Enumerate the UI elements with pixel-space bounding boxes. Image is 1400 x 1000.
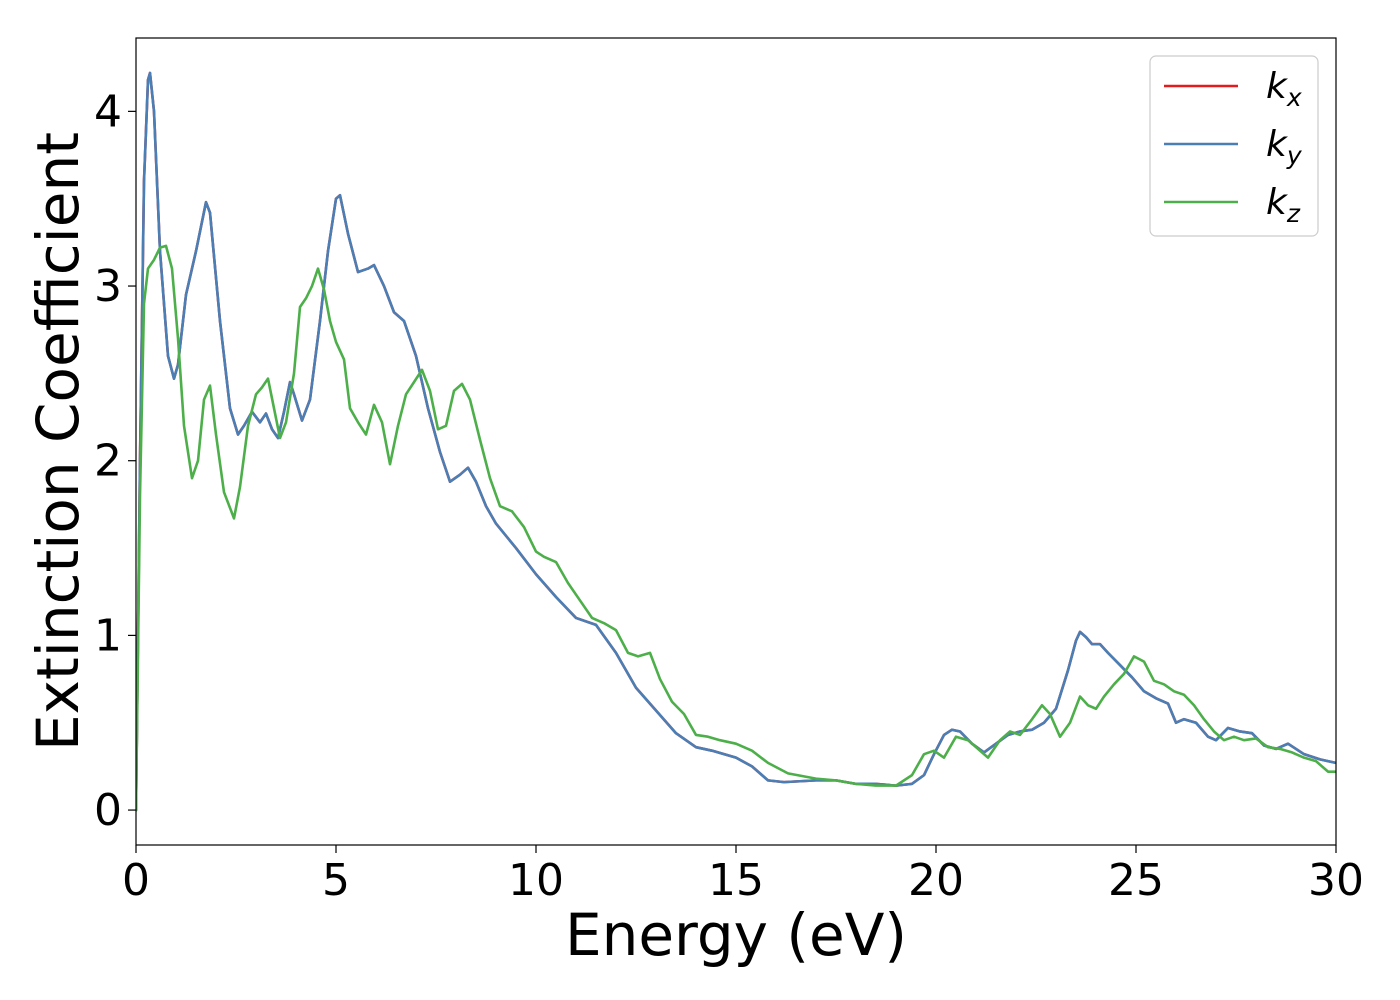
- x-tick-label: 30: [1308, 855, 1364, 906]
- x-tick-label: 0: [122, 855, 150, 906]
- legend-label-subscript: z: [1286, 199, 1301, 228]
- legend-label-subscript: y: [1286, 141, 1303, 170]
- y-axis: 0 1 2 3 4: [94, 86, 136, 836]
- x-tick-label: 15: [708, 855, 764, 906]
- x-tick-label: 25: [1108, 855, 1164, 906]
- x-tick-label: 5: [322, 855, 350, 906]
- legend-label-main: k: [1266, 182, 1289, 223]
- x-axis: 0 5 10 15 20 25 30: [122, 845, 1364, 906]
- y-tick-label: 0: [94, 785, 122, 836]
- series-line-z: [136, 244, 1336, 812]
- y-tick-label: 2: [94, 436, 122, 487]
- y-tick-label: 4: [94, 86, 122, 137]
- legend-box: [1149, 55, 1319, 237]
- y-axis-title: Extinction Coefficient: [24, 132, 92, 751]
- x-axis-title: Energy (eV): [565, 901, 907, 969]
- legend-label-z: kz: [1266, 182, 1301, 228]
- x-tick-label: 10: [508, 855, 564, 906]
- legend-label-main: k: [1266, 66, 1289, 107]
- y-tick-label: 1: [94, 610, 122, 661]
- series-layer: [136, 71, 1336, 812]
- x-tick-label: 20: [908, 855, 964, 906]
- legend-label-subscript: x: [1286, 83, 1302, 112]
- legend-label-y: ky: [1266, 124, 1303, 170]
- legend-label-main: k: [1266, 124, 1289, 165]
- legend-label-x: kx: [1266, 66, 1302, 112]
- y-tick-label: 3: [94, 261, 122, 312]
